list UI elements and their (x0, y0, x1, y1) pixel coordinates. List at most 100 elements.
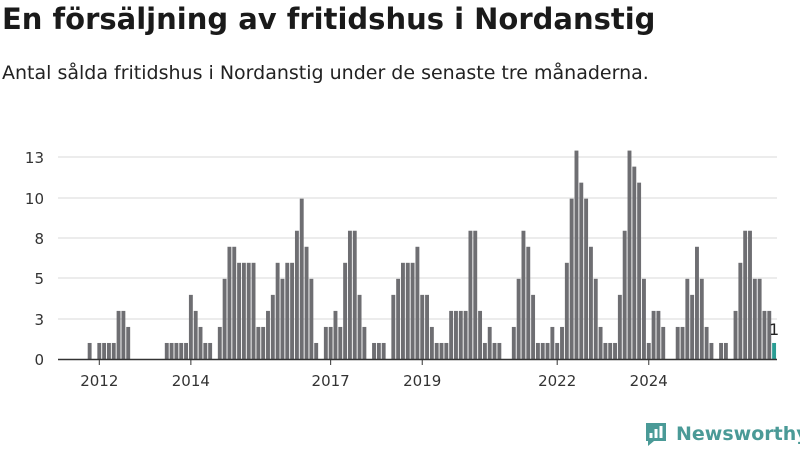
data-bar (237, 262, 242, 359)
data-bar (699, 278, 704, 359)
data-bar (540, 342, 545, 359)
y-tick-label: 10 (25, 190, 44, 208)
data-bar (270, 294, 275, 359)
data-bar (723, 342, 728, 359)
data-bar (405, 262, 410, 359)
data-bar (642, 278, 646, 359)
data-bar (748, 230, 752, 359)
data-bar (222, 278, 227, 359)
data-bar (87, 342, 92, 359)
data-bar (246, 262, 251, 359)
data-bar (174, 342, 179, 359)
data-bar (743, 230, 748, 359)
data-bar (560, 326, 564, 359)
data-label: 1 (769, 320, 779, 339)
data-bar (584, 198, 589, 359)
data-bar (622, 230, 627, 359)
brand-logo[interactable]: Newsworthy (644, 419, 800, 449)
data-bar (241, 262, 246, 359)
data-bar (275, 262, 280, 359)
data-bar (627, 150, 632, 359)
data-bar (709, 342, 714, 359)
data-bar (608, 342, 613, 359)
data-bar (434, 342, 439, 359)
data-bar (266, 310, 270, 359)
data-bar (280, 278, 285, 359)
newsworthy-logo-icon (646, 423, 666, 446)
data-bar (193, 310, 198, 359)
data-bar (473, 230, 478, 359)
data-bar (198, 326, 203, 359)
data-bar (463, 310, 468, 359)
data-bar (646, 342, 651, 359)
data-bar (767, 310, 772, 359)
data-bar (617, 294, 622, 359)
data-bar (579, 182, 584, 359)
data-bar (357, 294, 362, 359)
data-bar (251, 262, 256, 359)
data-bar (391, 294, 396, 359)
data-bar (550, 326, 555, 359)
data-bar (401, 262, 405, 359)
data-bar (328, 326, 333, 359)
data-bar (564, 262, 569, 359)
data-bar (516, 278, 521, 359)
data-bar (97, 342, 102, 359)
data-bar (574, 150, 579, 359)
data-bar (521, 230, 526, 359)
data-bar (261, 326, 266, 359)
highlighted-bar (772, 342, 777, 359)
data-bar (752, 278, 757, 359)
data-bar (468, 230, 473, 359)
data-bar (603, 342, 608, 359)
data-bar (208, 342, 213, 359)
data-bar (487, 326, 492, 359)
y-tick-label: 8 (34, 230, 44, 248)
data-bar (478, 310, 483, 359)
data-bar (285, 262, 290, 359)
chart-subtitle: Antal sålda fritidshus i Nordanstig unde… (2, 62, 649, 84)
data-bar (545, 342, 550, 359)
data-bar (680, 326, 685, 359)
data-bar (482, 342, 487, 359)
data-bar (343, 262, 348, 359)
data-bar (323, 326, 328, 359)
data-bar (102, 342, 107, 359)
data-bar (593, 278, 598, 359)
data-bar (738, 262, 743, 359)
data-bar (381, 342, 386, 359)
data-bar (314, 342, 319, 359)
data-bar (458, 310, 463, 359)
data-bar (362, 326, 367, 359)
data-bar (690, 294, 695, 359)
data-bar (444, 342, 449, 359)
data-bar (299, 198, 304, 359)
data-bar (535, 342, 540, 359)
data-bar (309, 278, 314, 359)
data-bar (555, 342, 560, 359)
data-bar (497, 342, 502, 359)
data-bar (164, 342, 169, 359)
brand-name: Newsworthy (676, 423, 800, 445)
data-bar (531, 294, 536, 359)
data-bar (372, 342, 376, 359)
data-bar (420, 294, 425, 359)
data-bar (184, 342, 188, 359)
data-bar (439, 342, 444, 359)
data-bar (106, 342, 111, 359)
data-bar (232, 246, 237, 359)
y-tick-label: 0 (34, 351, 44, 369)
data-bar (415, 246, 420, 359)
data-bar (169, 342, 174, 359)
data-bar (304, 246, 309, 359)
x-tick-label: 2012 (80, 372, 118, 390)
data-bar (429, 326, 434, 359)
data-bar (347, 230, 352, 359)
data-bar (695, 246, 699, 359)
data-bar (179, 342, 184, 359)
data-bar (719, 342, 724, 359)
data-bar (352, 230, 357, 359)
data-bar (338, 326, 343, 359)
data-bar (217, 326, 222, 359)
